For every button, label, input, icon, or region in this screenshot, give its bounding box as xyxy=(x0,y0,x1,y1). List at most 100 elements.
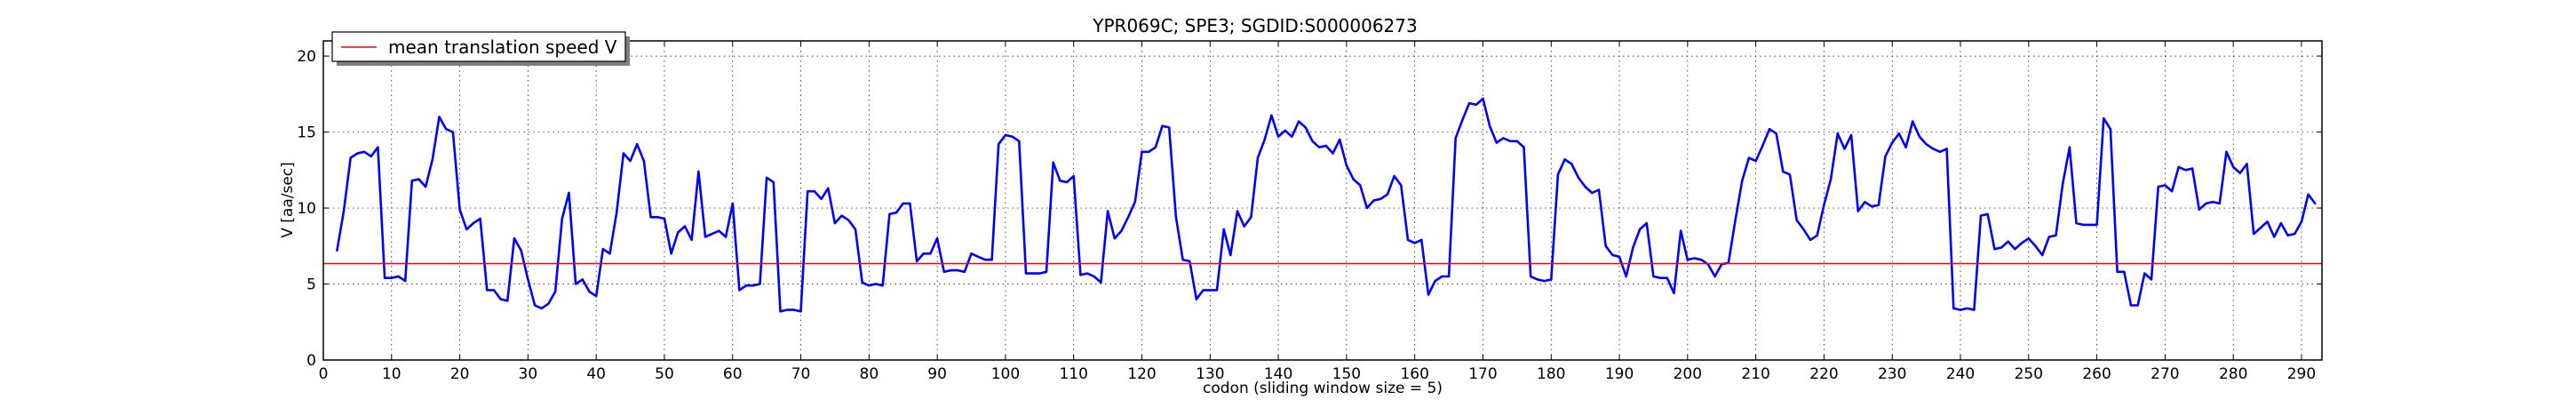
speed-data-point xyxy=(2027,237,2030,240)
speed-data-point xyxy=(1666,276,1669,279)
speed-data-point xyxy=(1986,212,1989,216)
speed-data-point xyxy=(2177,165,2180,169)
speed-data-point xyxy=(1673,292,1675,294)
speed-data-point xyxy=(410,180,413,182)
x-tick-label: 250 xyxy=(2015,365,2043,383)
speed-data-point xyxy=(1856,210,1859,212)
speed-data-point xyxy=(1488,124,1491,127)
speed-data-point xyxy=(874,283,878,285)
speed-data-point xyxy=(1768,128,1771,131)
speed-data-point xyxy=(1536,278,1539,281)
speed-data-point xyxy=(553,290,557,293)
speed-data-point xyxy=(1263,138,1266,141)
speed-data-point xyxy=(574,283,577,285)
x-tick-label: 10 xyxy=(382,365,402,383)
chart-title: YPR069C; SPE3; SGDID:S000006273 xyxy=(1092,15,1417,36)
x-tick-label: 50 xyxy=(655,365,674,383)
speed-data-point xyxy=(731,202,734,205)
speed-data-point xyxy=(1611,253,1614,257)
speed-data-point xyxy=(950,268,952,272)
y-tick-label: 10 xyxy=(297,200,316,218)
speed-data-point xyxy=(636,143,639,146)
speed-data-point xyxy=(2218,202,2221,205)
speed-data-point xyxy=(1761,144,1764,148)
series-layer xyxy=(323,97,2322,313)
speed-data-point xyxy=(1864,201,1866,204)
speed-data-point xyxy=(601,248,604,251)
x-tick-label: 70 xyxy=(791,365,811,383)
legend: mean translation speed V xyxy=(331,31,630,66)
speed-data-point xyxy=(1884,155,1887,158)
speed-data-point xyxy=(1543,279,1546,283)
y-axis-title: V [aa/sec] xyxy=(279,162,297,238)
speed-data-point xyxy=(827,187,830,189)
speed-data-point xyxy=(1236,210,1239,212)
speed-data-point xyxy=(2190,167,2194,170)
speed-data-point xyxy=(2184,169,2187,172)
speed-data-point xyxy=(772,180,775,184)
speed-data-point xyxy=(820,197,823,200)
x-tick-label: 0 xyxy=(319,365,329,383)
speed-data-point xyxy=(983,259,987,261)
speed-data-point xyxy=(2068,146,2071,148)
speed-data-point xyxy=(404,279,407,283)
speed-data-point xyxy=(683,225,687,228)
speed-data-point xyxy=(1031,272,1034,275)
speed-data-point xyxy=(520,249,522,252)
speed-data-point xyxy=(540,307,543,310)
speed-data-point xyxy=(1897,132,1901,135)
speed-data-point xyxy=(377,146,379,148)
speed-data-point xyxy=(1318,146,1321,148)
speed-data-point xyxy=(1113,237,1117,240)
speed-data-point xyxy=(704,236,707,238)
speed-data-point xyxy=(1700,259,1703,261)
x-tick-label: 140 xyxy=(1264,365,1292,383)
speed-data-point xyxy=(1904,146,1907,148)
speed-data-point xyxy=(1530,275,1532,278)
speed-data-point xyxy=(2314,202,2317,205)
speed-data-point xyxy=(1577,176,1580,180)
x-tick-label: 190 xyxy=(1605,365,1634,383)
speed-data-point xyxy=(1823,204,1825,206)
speed-data-point xyxy=(608,252,611,255)
speed-data-point xyxy=(2116,270,2119,273)
speed-data-point xyxy=(622,152,625,155)
speed-data-point xyxy=(1270,114,1273,116)
speed-data-point xyxy=(2020,242,2023,244)
speed-data-point xyxy=(2294,232,2296,236)
speed-data-point xyxy=(1276,135,1280,138)
speed-data-point xyxy=(499,298,502,300)
speed-data-point xyxy=(1604,244,1607,247)
speed-data-point xyxy=(1059,180,1061,182)
speed-data-point xyxy=(1843,148,1846,150)
speed-data-point xyxy=(1849,133,1853,137)
speed-data-point xyxy=(935,237,939,240)
speed-data-point xyxy=(909,202,911,205)
speed-data-point xyxy=(2246,163,2248,165)
speed-data-point xyxy=(1979,214,1983,217)
speed-data-point xyxy=(861,281,863,284)
speed-data-point xyxy=(1148,150,1150,153)
speed-data-point xyxy=(1386,193,1389,196)
speed-data-point xyxy=(1352,178,1355,180)
speed-data-point xyxy=(1250,216,1252,219)
speed-data-point xyxy=(1795,219,1798,221)
speed-data-point xyxy=(942,270,946,273)
speed-data-point xyxy=(2041,253,2044,257)
speed-data-point xyxy=(1065,180,1069,184)
speed-data-point xyxy=(2198,208,2200,211)
speed-data-point xyxy=(356,152,359,155)
speed-data-point xyxy=(813,190,816,193)
speed-data-point xyxy=(438,116,441,118)
speed-data-point xyxy=(1441,275,1443,278)
speed-data-point xyxy=(663,217,666,220)
x-tick-label: 200 xyxy=(1674,365,1702,383)
speed-data-point xyxy=(2225,150,2228,153)
speed-data-point xyxy=(1618,255,1621,258)
speed-data-point xyxy=(425,185,427,188)
speed-data-point xyxy=(2055,234,2057,236)
speed-data-point xyxy=(1038,272,1041,275)
ticks: 0 10 20 30 40 50 60 70 80 90 100 110 120 130 140 150 160… xyxy=(297,41,2322,383)
speed-data-point xyxy=(1747,156,1751,159)
